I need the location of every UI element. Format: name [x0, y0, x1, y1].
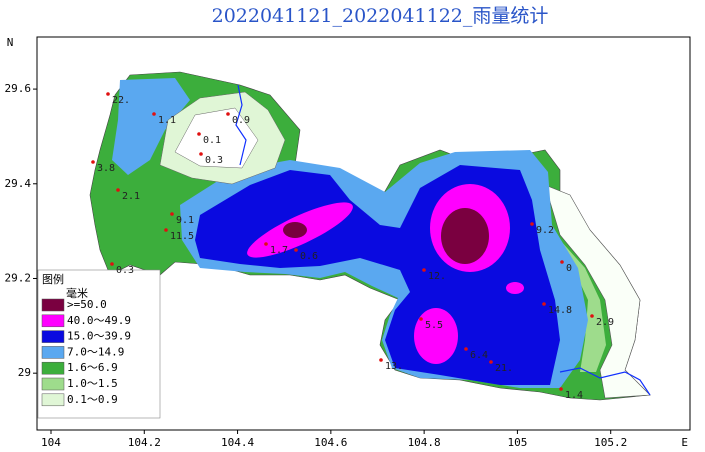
station-label: 22.	[112, 95, 130, 106]
x-tick-label: 104.4	[221, 436, 254, 449]
y-tick-label: 29.6	[5, 82, 32, 95]
y-tick-label: 29.2	[5, 271, 32, 284]
station-dot	[91, 160, 95, 164]
legend-unit: 毫米	[66, 286, 88, 300]
legend-label: 1.0～1.5	[67, 377, 118, 390]
x-tick-label: 104.8	[408, 436, 441, 449]
station-dot	[106, 92, 110, 96]
legend-label: 1.6～6.9	[67, 361, 118, 374]
station-dot	[170, 212, 174, 216]
station-dot	[199, 152, 203, 156]
legend-label: 7.0～14.9	[67, 345, 124, 358]
station-label: 0.3	[116, 265, 134, 276]
x-tick-label: 104.6	[314, 436, 347, 449]
station-label: 3.8	[97, 163, 115, 174]
station-dot	[164, 228, 168, 232]
y-tick-label: 29	[18, 366, 31, 379]
station-dot	[489, 360, 493, 364]
legend-swatch	[41, 393, 65, 407]
station-dot	[110, 262, 114, 266]
legend-swatch	[41, 377, 65, 391]
x-tick-label: 104	[41, 436, 61, 449]
station-label: 1.4	[565, 390, 583, 401]
station-dot	[116, 188, 120, 192]
station-label: 12.	[428, 271, 446, 282]
station-dot	[464, 347, 468, 351]
map-title: 2022041121_2022041122_雨量统计	[212, 5, 549, 27]
station-label: 21.	[495, 363, 513, 374]
station-label: 13.	[385, 361, 403, 372]
station-label: 2.9	[596, 317, 614, 328]
legend-swatch	[41, 314, 65, 328]
x-axis-label: E	[681, 436, 688, 449]
station-dot	[560, 260, 564, 264]
station-label: 2.1	[122, 191, 140, 202]
station-label: 0.1	[203, 135, 221, 146]
station-label: 1.1	[158, 115, 176, 126]
station-dot	[419, 317, 423, 321]
station-label: 6.4	[470, 350, 488, 361]
y-tick-label: 29.4	[5, 177, 32, 190]
x-tick-label: 105	[507, 436, 527, 449]
legend-swatch	[41, 346, 65, 359]
x-tick-label: 104.2	[128, 436, 161, 449]
station-label: 0	[566, 263, 572, 274]
station-dot	[530, 222, 534, 226]
station-dot	[226, 112, 230, 116]
station-label: 14.8	[548, 305, 572, 316]
station-label: 0.3	[205, 155, 223, 166]
legend-label: >=50.0	[67, 298, 107, 311]
legend-swatch	[41, 330, 65, 343]
station-dot	[590, 314, 594, 318]
station-dot	[197, 132, 201, 136]
station-dot	[542, 302, 546, 306]
legend-box	[37, 269, 161, 419]
station-dot	[559, 387, 563, 391]
station-label: 9.2	[536, 225, 554, 236]
legend-swatch	[41, 361, 65, 375]
station-dot	[294, 248, 298, 252]
station-dot	[264, 242, 268, 246]
station-label: 5.5	[425, 320, 443, 331]
station-label: 0.9	[232, 115, 250, 126]
station-label: 11.5	[170, 231, 194, 242]
y-axis-label: N	[7, 36, 14, 49]
rain-areas	[89, 71, 651, 401]
station-dot	[379, 358, 383, 362]
station-dot	[152, 112, 156, 116]
station-label: 9.1	[176, 215, 194, 226]
legend-label: 0.1～0.9	[67, 393, 118, 406]
station-label: 1.7	[270, 245, 288, 256]
legend-title: 图例	[42, 272, 64, 286]
legend-label: 40.0～49.9	[67, 314, 131, 327]
legend-label: 15.0～39.9	[67, 330, 131, 343]
station-label: 0.6	[300, 251, 318, 262]
station-dot	[422, 268, 426, 272]
x-tick-label: 105.2	[594, 436, 627, 449]
legend-swatch	[41, 298, 65, 312]
